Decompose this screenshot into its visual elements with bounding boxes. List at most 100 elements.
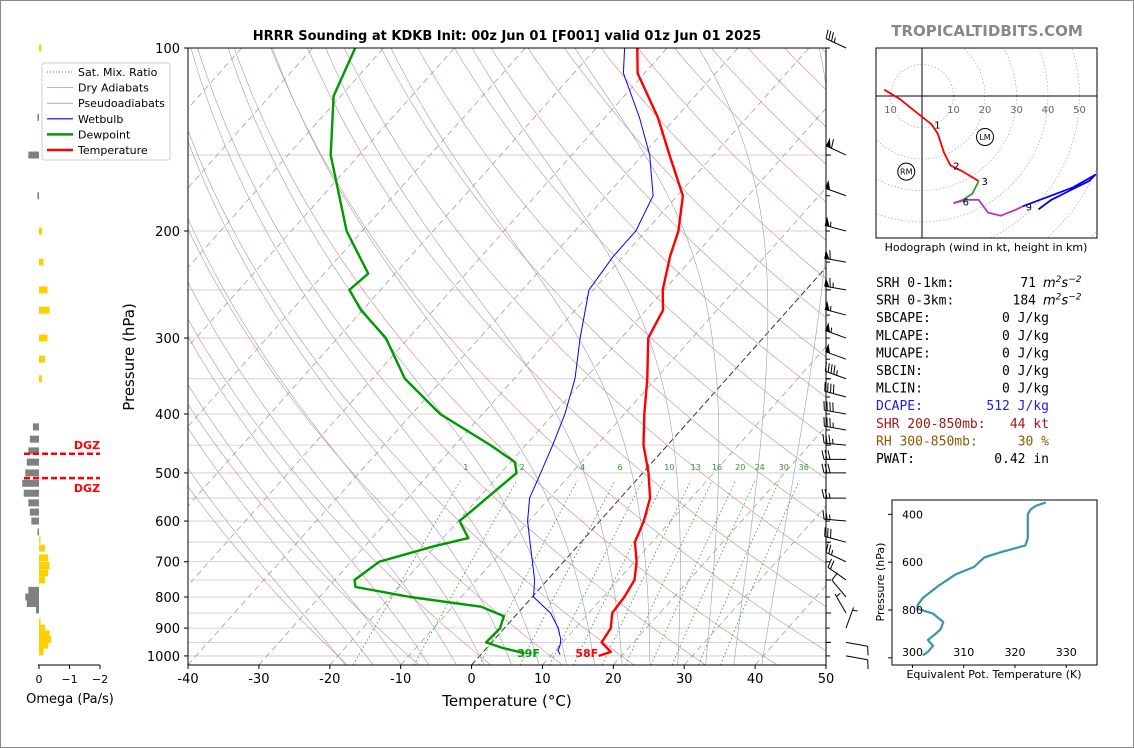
hodograph-ring-label: 40: [1042, 105, 1055, 116]
hodograph-ring-label: 10: [884, 105, 897, 116]
wind-barbs: [821, 29, 869, 669]
pseudoadiabat: [698, 48, 769, 665]
pseudoadiabat: [325, 48, 623, 665]
storm-motion-label: RM: [900, 168, 913, 177]
barb-staff: [825, 38, 847, 49]
hodograph-height-label: 1: [934, 120, 940, 131]
dry-adiabat: [188, 403, 420, 665]
barb-full: [827, 558, 832, 568]
hodograph-segment: [883, 88, 980, 182]
index-value: 0 J/kg: [1002, 382, 1049, 397]
omega-bar: [29, 508, 39, 516]
omega-bar: [39, 641, 49, 649]
omega-bar: [39, 554, 49, 562]
omega-bar: [39, 536, 41, 544]
mixing-ratio-label: 6: [617, 463, 622, 472]
storm-motion-marker: [976, 127, 994, 146]
barb-full: [824, 463, 828, 474]
storm-motion-label: LM: [979, 133, 990, 142]
omega-bar: [39, 618, 41, 626]
barb-half: [836, 592, 841, 597]
mixing-ratio-line: [671, 480, 756, 665]
barb-half: [833, 37, 836, 43]
wind-barb: [824, 362, 847, 380]
wind-barb: [821, 450, 846, 460]
barb-flag: [825, 343, 831, 354]
hodograph-ring-label: 30: [1010, 105, 1023, 116]
pseudoadiabat: [190, 48, 540, 665]
omega-xlabel: Omega (Pa/s): [26, 692, 114, 707]
omega-bar: [28, 586, 39, 594]
barb-staff: [834, 593, 847, 614]
hodograph-frame: [875, 47, 1098, 239]
index-unit-exp: −2: [1068, 275, 1082, 285]
skewt-legend: Sat. Mix. Ratio Dry Adiabats Pseudoadiabat…: [41, 62, 171, 161]
isotherm-line: [188, 48, 739, 665]
hodograph-height-label: 2: [953, 161, 959, 172]
index-unit: m2s−2: [1043, 275, 1082, 291]
chart-title: HRRR Sounding at KDKB Init: 00z Jun 01 […: [253, 29, 761, 44]
index-unit-base: m: [1043, 276, 1056, 291]
mixing-ratio-line: [698, 480, 780, 665]
skewt-background-lines: [188, 48, 826, 665]
skewt-xlabel: Temperature (°C): [441, 692, 571, 710]
hodograph-segment: [1022, 173, 1097, 211]
index-label: RH 300-850mb:: [876, 434, 978, 449]
wind-barb: [824, 249, 847, 263]
mixing-ratio-label: 13: [691, 463, 701, 472]
omega-bar: [39, 561, 50, 569]
wind-barb: [825, 29, 847, 49]
wind-barb: [822, 433, 847, 446]
theta-e-xlabel: Equivalent Pot. Temperature (K): [906, 668, 1081, 681]
barb-staff: [824, 442, 847, 446]
mixing-ratio-label: 10: [664, 463, 674, 472]
omega-bar: [39, 636, 52, 644]
barb-staff: [825, 187, 847, 197]
barb-half: [852, 609, 858, 612]
surface-dewpoint-label: 39F: [517, 647, 540, 660]
theta-x-tick-label: 310: [953, 646, 974, 659]
barb-full: [822, 433, 825, 444]
y-tick-label: 200: [155, 225, 180, 240]
omega-bar: [39, 334, 48, 342]
wind-barb: [845, 641, 869, 656]
x-tick-label: 20: [605, 672, 622, 687]
wind-barb: [827, 558, 847, 581]
barb-flag: [824, 216, 830, 227]
index-label: MUCAPE:: [876, 346, 931, 361]
mixing-ratio-line: [519, 480, 616, 665]
hodograph-trace: [883, 88, 1097, 217]
wind-barb: [845, 655, 869, 669]
wind-barb: [825, 322, 847, 339]
skewt-ylabel: Pressure (hPa): [120, 303, 138, 411]
legend-label: Dewpoint: [78, 128, 131, 141]
mixing-ratio-line: [720, 480, 800, 665]
isotherm-line: [188, 48, 668, 587]
index-label: SRH 0-3km:: [876, 294, 954, 309]
omega-bar: [39, 576, 46, 584]
index-label: MLCIN:: [876, 382, 923, 397]
barb-staff: [824, 224, 847, 232]
omega-bar: [28, 151, 39, 159]
omega-bar: [39, 544, 46, 552]
omega-bar: [25, 593, 39, 601]
y-tick-label: 500: [155, 467, 180, 482]
theta-x-tick-label: 320: [1005, 646, 1026, 659]
wind-barb: [822, 509, 847, 522]
barb-full: [824, 450, 828, 460]
pseudoadiabat: [188, 335, 430, 665]
barb-half: [836, 370, 838, 376]
index-label: MLCAPE:: [876, 329, 931, 344]
barb-full: [821, 463, 825, 474]
legend-label: Dry Adiabats: [78, 82, 149, 95]
temperature-profile: [598, 48, 685, 658]
mixing-ratio-label: 16: [712, 463, 722, 472]
x-tick-label: -40: [177, 672, 198, 687]
barb-half: [830, 327, 833, 333]
mixing-ratio-line: [573, 480, 665, 665]
barb-staff: [831, 579, 847, 598]
legend-label: Wetbulb: [78, 113, 123, 126]
omega-bar: [25, 469, 39, 477]
